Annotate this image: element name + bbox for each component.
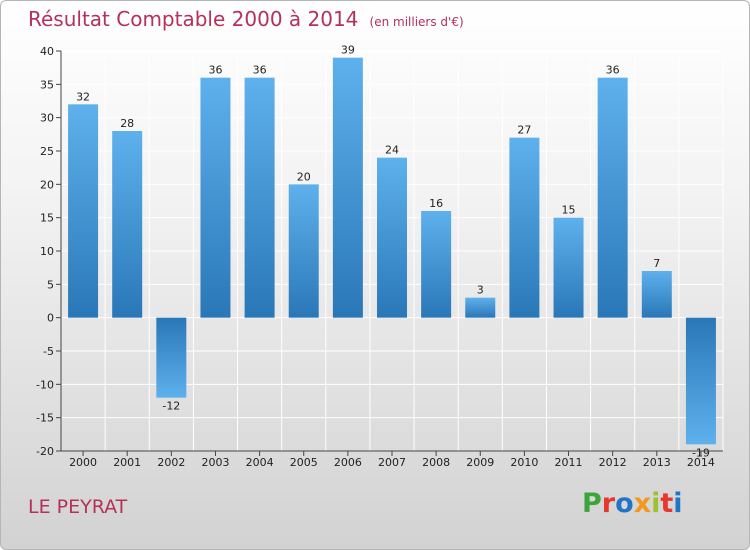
value-label-2003: 36 — [208, 64, 222, 77]
value-label-2001: 28 — [120, 117, 134, 130]
x-tick-label-2005: 2005 — [290, 456, 318, 469]
y-tick-label: -10 — [36, 378, 54, 391]
value-label-2013: 7 — [653, 257, 660, 270]
y-tick-label: -5 — [43, 345, 54, 358]
value-label-2010: 27 — [517, 124, 531, 137]
logo-letter: o — [615, 488, 634, 519]
value-label-2004: 36 — [253, 64, 267, 77]
x-tick-label-2001: 2001 — [113, 456, 141, 469]
chart-title: Résultat Comptable 2000 à 2014 (en milli… — [28, 7, 464, 31]
value-label-2000: 32 — [76, 90, 90, 103]
value-label-2008: 16 — [429, 197, 443, 210]
x-tick-label-2003: 2003 — [201, 456, 229, 469]
x-tick-label-2000: 2000 — [69, 456, 97, 469]
y-tick-label: 20 — [40, 178, 54, 191]
y-tick-label: 40 — [40, 45, 54, 58]
x-tick-label-2010: 2010 — [510, 456, 538, 469]
bar-2006 — [332, 57, 363, 318]
y-tick-label: 35 — [40, 78, 54, 91]
bar-2005 — [288, 184, 319, 318]
bar-2003 — [200, 77, 231, 318]
x-tick-label-2004: 2004 — [246, 456, 274, 469]
x-tick-label-2008: 2008 — [422, 456, 450, 469]
x-tick-label-2007: 2007 — [378, 456, 406, 469]
x-tick-label-2002: 2002 — [157, 456, 185, 469]
logo-letter: i — [651, 488, 661, 519]
x-tick-label-2014: 2014 — [687, 456, 715, 469]
bar-2000 — [68, 104, 99, 318]
x-tick-label-2013: 2013 — [643, 456, 671, 469]
logo-letter: i — [673, 488, 683, 519]
bar-2013 — [641, 271, 672, 318]
bar-2012 — [597, 77, 628, 318]
x-tick-label-2009: 2009 — [466, 456, 494, 469]
y-tick-label: -15 — [36, 412, 54, 425]
bar-2007 — [377, 157, 407, 318]
y-tick-label: -20 — [36, 445, 54, 458]
bar-2010 — [509, 137, 540, 318]
value-label-2006: 39 — [341, 44, 355, 57]
y-tick-label: 5 — [47, 278, 54, 291]
value-label-2007: 24 — [385, 144, 399, 157]
chart-unit: (en milliers d'€) — [369, 15, 464, 29]
value-label-2002: -12 — [162, 400, 180, 413]
bar-2014 — [685, 317, 716, 445]
logo-letter: P — [582, 488, 602, 519]
value-label-2009: 3 — [477, 284, 484, 297]
commune-name: LE PEYRAT — [28, 496, 128, 518]
bar-2002 — [156, 317, 187, 398]
y-tick-label: 0 — [47, 312, 54, 325]
bar-2011 — [553, 217, 584, 318]
value-label-2005: 20 — [297, 170, 311, 183]
bar-2009 — [465, 297, 496, 318]
x-tick-label-2012: 2012 — [599, 456, 627, 469]
logo-letter: x — [633, 488, 652, 519]
y-tick-label: 30 — [40, 112, 54, 125]
y-tick-label: 10 — [40, 245, 54, 258]
y-tick-label: 25 — [40, 145, 54, 158]
proxiti-logo[interactable]: Proxiti — [582, 488, 683, 519]
bar-2001 — [112, 131, 143, 318]
x-tick-label-2011: 2011 — [555, 456, 583, 469]
bar-2008 — [421, 211, 452, 318]
bar-2004 — [244, 77, 275, 318]
x-tick-label-2006: 2006 — [334, 456, 362, 469]
logo-letter: r — [601, 488, 616, 519]
value-label-2012: 36 — [606, 64, 620, 77]
value-label-2011: 15 — [562, 204, 576, 217]
logo-letter: t — [660, 488, 674, 519]
y-tick-label: 15 — [40, 212, 54, 225]
chart-title-text: Résultat Comptable 2000 à 2014 — [28, 7, 359, 31]
